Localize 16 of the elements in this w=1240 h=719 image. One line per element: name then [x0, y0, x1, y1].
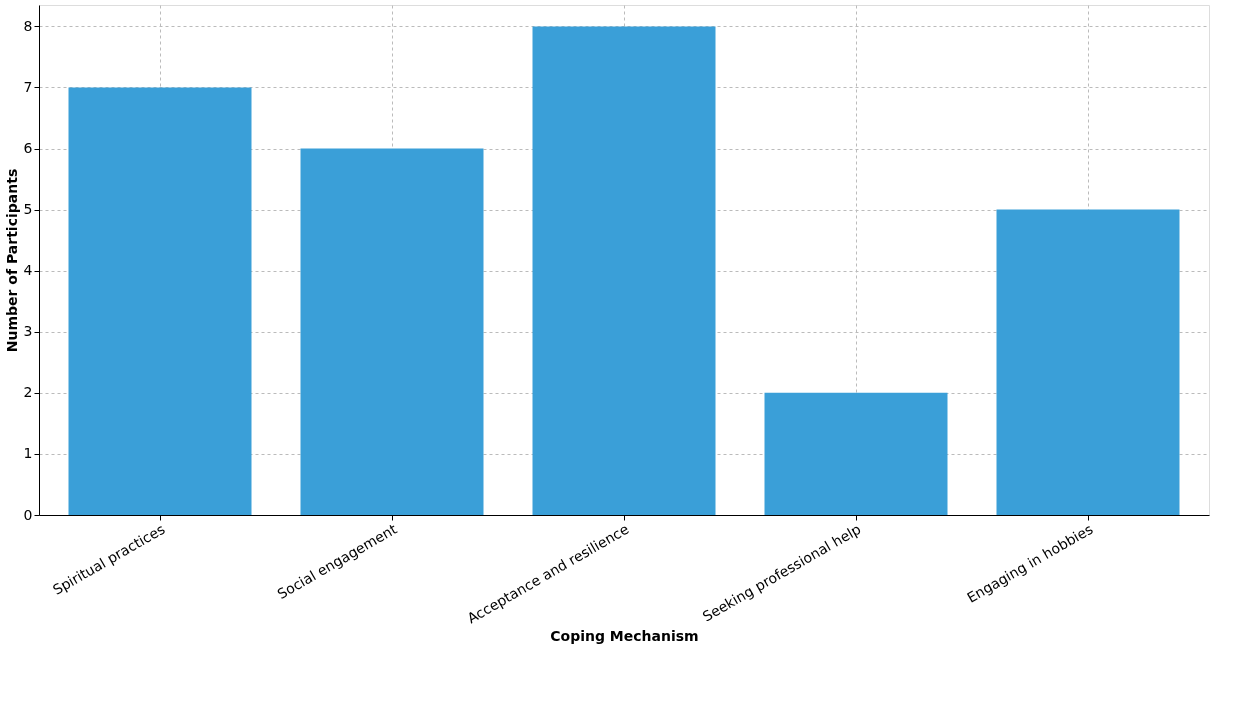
y-tick-label: 3 — [23, 323, 33, 340]
bar — [532, 26, 716, 515]
y-tick-label: 6 — [23, 140, 33, 157]
y-tick-label: 1 — [23, 445, 33, 462]
y-tick-label: 5 — [23, 201, 33, 218]
y-axis-title: Number of Participants — [3, 168, 20, 353]
bar — [996, 209, 1180, 515]
bar — [300, 148, 484, 515]
x-axis-title: Coping Mechanism — [550, 628, 699, 645]
y-tick-label: 7 — [23, 78, 33, 95]
bar — [68, 87, 252, 515]
y-tick-label: 8 — [23, 17, 33, 34]
bar — [764, 392, 948, 515]
y-tick-label: 2 — [23, 384, 33, 401]
y-tick-label: 4 — [23, 262, 33, 279]
y-tick-label: 0 — [23, 506, 33, 523]
